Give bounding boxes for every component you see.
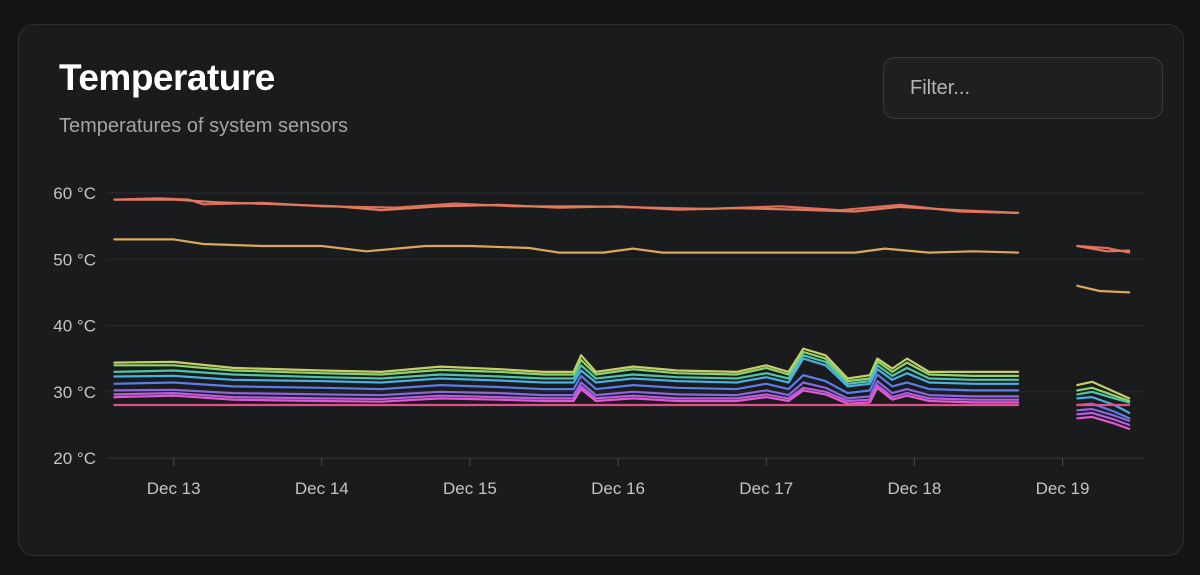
series-line-2 bbox=[1076, 244, 1131, 253]
y-tick-label: 40 °C bbox=[53, 317, 96, 336]
x-tick-label: Dec 15 bbox=[443, 479, 497, 498]
y-axis-labels: 20 °C 30 °C 40 °C 50 °C 60 °C bbox=[53, 184, 96, 468]
filter-input[interactable] bbox=[883, 57, 1163, 119]
x-tick-label: Dec 19 bbox=[1036, 479, 1090, 498]
series-line-5 bbox=[1076, 386, 1131, 403]
series-line-6 bbox=[1076, 390, 1131, 404]
card-subtitle: Temperatures of system sensors bbox=[59, 115, 348, 137]
y-tick-label: 60 °C bbox=[53, 184, 96, 203]
x-axis-ticks bbox=[173, 458, 1064, 466]
series-line-8 bbox=[113, 373, 1020, 395]
y-tick-label: 50 °C bbox=[53, 250, 96, 269]
series-line-2 bbox=[113, 198, 1020, 214]
series-lines bbox=[113, 197, 1131, 430]
x-tick-label: Dec 14 bbox=[295, 479, 349, 498]
card-title: Temperature bbox=[59, 57, 275, 98]
series-line-9 bbox=[1076, 407, 1131, 422]
series-line-5 bbox=[113, 350, 1020, 383]
y-tick-label: 30 °C bbox=[53, 383, 96, 402]
series-line-10 bbox=[1076, 411, 1131, 426]
series-line-3 bbox=[113, 238, 1020, 254]
x-tick-label: Dec 18 bbox=[887, 479, 941, 498]
y-tick-label: 20 °C bbox=[53, 449, 96, 468]
series-line-4 bbox=[1076, 380, 1131, 400]
series-line-7 bbox=[1076, 396, 1131, 414]
grid-lines bbox=[107, 192, 1144, 459]
x-axis-labels: Dec 13 Dec 14 Dec 15 Dec 16 Dec 17 Dec 18 Dec … bbox=[147, 479, 1090, 498]
series-line-10 bbox=[113, 384, 1020, 403]
x-tick-label: Dec 17 bbox=[739, 479, 793, 498]
temperature-card: Temperature Temperatures of system senso… bbox=[18, 24, 1184, 556]
series-line-7 bbox=[113, 357, 1020, 388]
series-line-1 bbox=[113, 197, 1020, 214]
x-tick-label: Dec 16 bbox=[591, 479, 645, 498]
x-tick-label: Dec 13 bbox=[147, 479, 201, 498]
temperature-line-chart: 20 °C30 °C40 °C50 °C60 °C Dec 13 Dec 14 De… bbox=[53, 184, 1144, 498]
series-line-11 bbox=[1076, 415, 1131, 430]
series-line-4 bbox=[113, 347, 1020, 380]
series-line-11 bbox=[113, 386, 1020, 405]
series-line-6 bbox=[113, 354, 1020, 385]
series-line-3 bbox=[1076, 284, 1131, 294]
series-line-9 bbox=[113, 380, 1020, 400]
